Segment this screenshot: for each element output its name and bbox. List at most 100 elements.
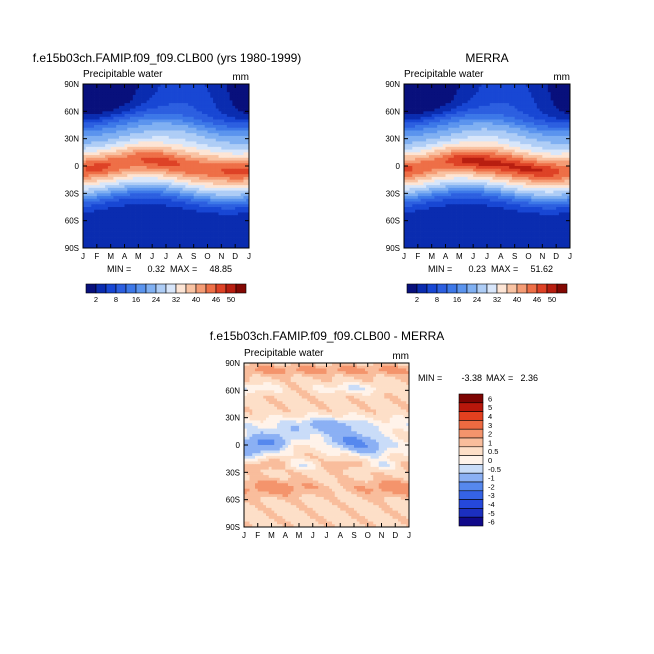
field-cell xyxy=(196,163,200,167)
field-cell xyxy=(498,138,502,142)
field-cell xyxy=(94,127,98,131)
field-cell xyxy=(130,108,134,112)
field-cell xyxy=(107,103,112,107)
field-cell xyxy=(196,125,200,129)
field-cell xyxy=(141,144,145,148)
field-cell xyxy=(154,108,159,112)
field-cell xyxy=(105,100,109,104)
field-cell xyxy=(182,215,186,219)
field-cell xyxy=(503,92,507,96)
field-cell xyxy=(102,212,106,216)
field-cell xyxy=(522,133,527,137)
field-cell xyxy=(190,237,195,241)
field-cell xyxy=(528,94,532,99)
field-cell xyxy=(525,84,529,88)
field-cell xyxy=(404,97,408,101)
field-cell xyxy=(127,105,131,109)
field-cell xyxy=(110,89,114,93)
field-cell xyxy=(534,133,538,137)
field-cell xyxy=(174,176,178,181)
field-cell xyxy=(96,171,100,175)
field-cell xyxy=(154,116,159,120)
field-cell xyxy=(453,141,457,145)
field-cell xyxy=(113,171,117,175)
field-cell xyxy=(99,166,103,170)
field-cell xyxy=(110,111,114,115)
field-cell xyxy=(179,135,183,140)
field-cell xyxy=(199,217,203,222)
field-cell xyxy=(152,97,156,101)
field-cell xyxy=(448,122,452,126)
field-cell xyxy=(118,152,123,156)
field-cell xyxy=(132,228,136,232)
field-cell xyxy=(118,215,123,219)
field-cell xyxy=(448,94,452,99)
field-cell xyxy=(224,103,228,107)
field-cell xyxy=(193,86,197,90)
field-cell xyxy=(434,125,438,129)
field-cell xyxy=(243,130,247,134)
field-cell xyxy=(218,176,222,181)
field-cell xyxy=(213,138,217,142)
field-cell xyxy=(215,174,219,178)
field-cell xyxy=(99,125,103,129)
field-cell xyxy=(99,84,103,88)
field-cell xyxy=(204,217,208,222)
field-cell xyxy=(218,212,222,216)
field-cell xyxy=(210,135,214,140)
field-cell xyxy=(152,174,156,178)
field-cell xyxy=(157,231,161,235)
field-cell xyxy=(83,141,87,145)
field-cell xyxy=(226,190,230,194)
field-cell xyxy=(160,220,164,224)
field-cell xyxy=(113,94,117,99)
field-cell xyxy=(171,160,175,164)
field-cell xyxy=(107,119,112,123)
field-cell xyxy=(124,226,128,230)
field-cell xyxy=(213,187,217,191)
field-cell xyxy=(143,196,147,200)
field-cell xyxy=(199,92,203,96)
field-cell xyxy=(102,196,106,200)
field-cell xyxy=(215,105,219,109)
field-cell xyxy=(196,86,200,90)
field-cell xyxy=(152,84,156,88)
field-cell xyxy=(152,193,156,197)
field-cell xyxy=(121,204,125,208)
field-cell xyxy=(121,215,125,219)
field-cell xyxy=(85,168,89,172)
field-cell xyxy=(138,168,142,172)
field-cell xyxy=(130,133,134,137)
field-cell xyxy=(517,130,521,134)
field-cell xyxy=(107,125,112,129)
field-cell xyxy=(118,174,123,178)
field-cell xyxy=(506,92,510,96)
field-cell xyxy=(107,209,112,213)
field-cell xyxy=(121,179,125,183)
field-cell xyxy=(116,187,120,191)
field-cell xyxy=(96,138,100,142)
field-cell xyxy=(166,187,170,191)
field-cell xyxy=(495,119,499,123)
field-cell xyxy=(451,97,455,101)
field-cell xyxy=(149,166,153,170)
field-cell xyxy=(201,182,206,186)
field-cell xyxy=(174,193,178,197)
field-cell xyxy=(517,133,521,137)
field-cell xyxy=(160,125,164,129)
field-cell xyxy=(88,190,92,194)
field-cell xyxy=(229,217,233,222)
field-cell xyxy=(462,105,466,109)
field-cell xyxy=(110,86,114,90)
field-cell xyxy=(94,209,98,213)
field-cell xyxy=(118,171,123,175)
field-cell xyxy=(152,114,156,118)
field-cell xyxy=(542,125,546,129)
field-cell xyxy=(113,215,117,219)
field-cell xyxy=(199,168,203,172)
field-cell xyxy=(102,130,106,134)
field-cell xyxy=(498,127,502,131)
field-cell xyxy=(152,226,156,230)
field-cell xyxy=(558,105,563,109)
field-cell xyxy=(132,146,136,150)
